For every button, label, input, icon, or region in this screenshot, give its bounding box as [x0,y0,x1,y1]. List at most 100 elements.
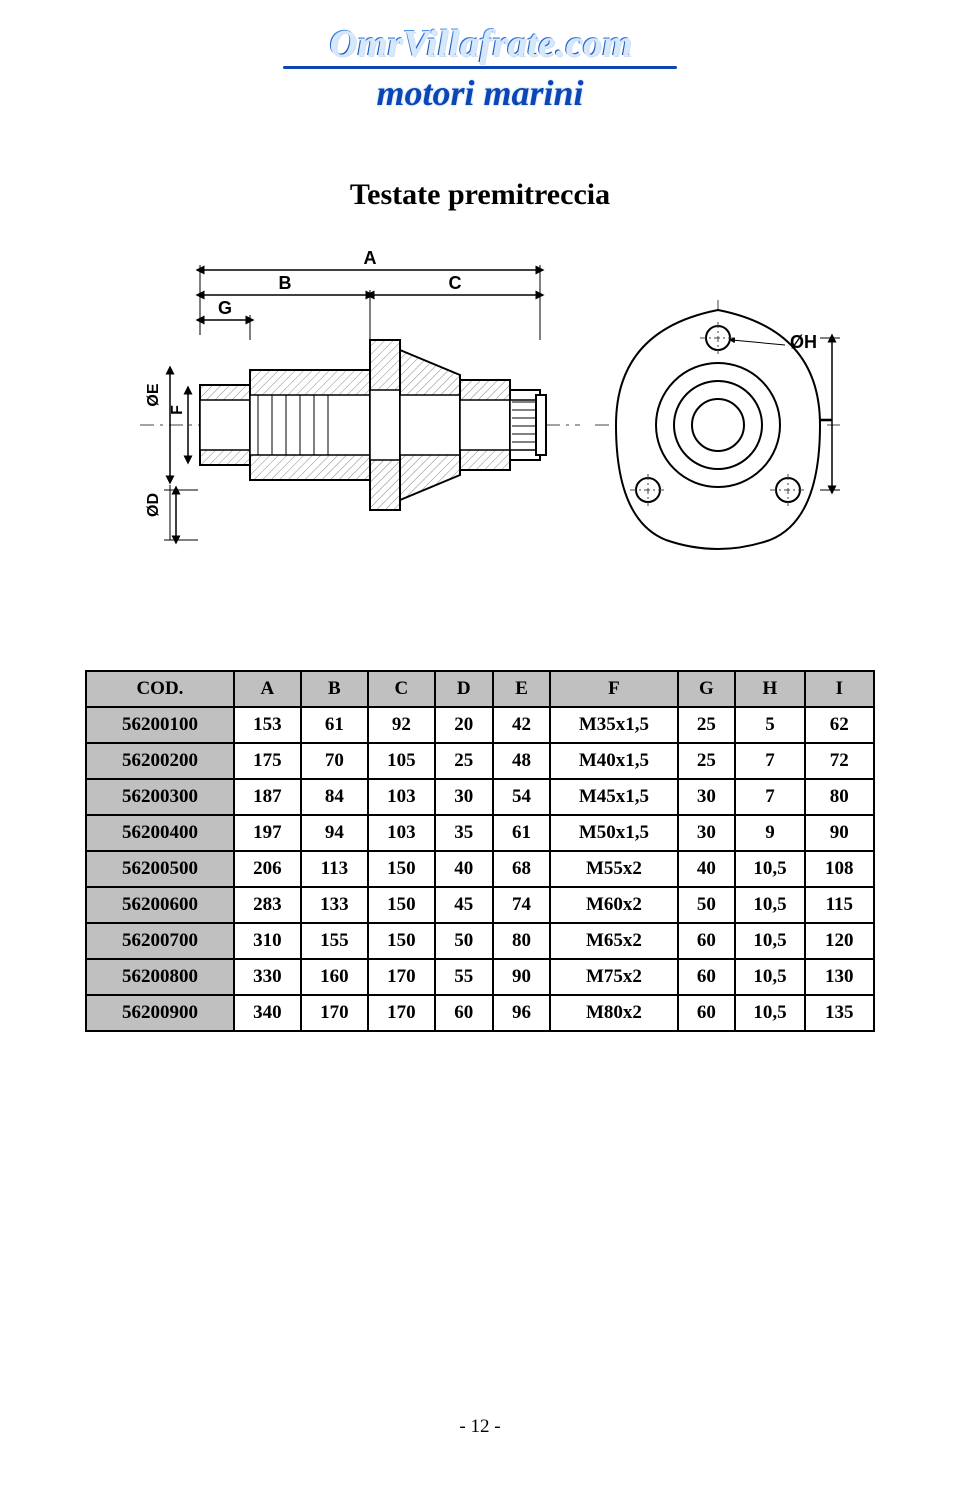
cell-d: 50 [435,923,493,959]
dim-label-I: I [816,417,836,422]
dim-label-C: C [449,273,462,293]
cell-b: 155 [301,923,368,959]
cell-c: 150 [368,923,435,959]
cell-h: 10,5 [735,887,804,923]
table-row: 562006002831331504574M60x25010,5115 [86,887,874,923]
spec-table-wrap: COD. A B C D E F G H I 56200100153619220… [0,670,960,1032]
logo-text-line2: motori marini [265,75,695,111]
cell-g: 25 [678,743,736,779]
table-row: 5620010015361922042M35x1,525562 [86,707,874,743]
col-g: G [678,671,736,707]
col-c: C [368,671,435,707]
cell-cod: 56200600 [86,887,234,923]
cell-a: 175 [234,743,301,779]
dim-label-A: A [364,248,377,268]
cell-b: 113 [301,851,368,887]
cell-c: 105 [368,743,435,779]
cell-h: 7 [735,743,804,779]
col-f: F [550,671,677,707]
col-d: D [435,671,493,707]
cell-f: M45x1,5 [550,779,677,815]
dim-label-OH: ØH [790,332,817,352]
cell-f: M55x2 [550,851,677,887]
col-b: B [301,671,368,707]
cell-cod: 56200700 [86,923,234,959]
page-title: Testate premitreccia [0,178,960,212]
cell-a: 340 [234,995,301,1031]
table-row: 562005002061131504068M55x24010,5108 [86,851,874,887]
cell-g: 40 [678,851,736,887]
cell-cod: 56200500 [86,851,234,887]
logo-divider [283,66,677,69]
cell-g: 60 [678,923,736,959]
cell-g: 30 [678,779,736,815]
cell-g: 60 [678,995,736,1031]
cell-i: 90 [805,815,874,851]
cell-d: 20 [435,707,493,743]
spec-table: COD. A B C D E F G H I 56200100153619220… [85,670,875,1032]
table-row: 56200200175701052548M40x1,525772 [86,743,874,779]
cell-a: 153 [234,707,301,743]
cell-i: 120 [805,923,874,959]
cell-d: 45 [435,887,493,923]
col-h: H [735,671,804,707]
cell-i: 80 [805,779,874,815]
cell-e: 68 [493,851,551,887]
col-e: E [493,671,551,707]
dim-label-F: F [169,405,186,415]
dim-label-OE: ØE [145,383,162,406]
cell-d: 25 [435,743,493,779]
col-i: I [805,671,874,707]
cell-i: 108 [805,851,874,887]
cell-d: 40 [435,851,493,887]
dim-label-B: B [279,273,292,293]
cell-b: 133 [301,887,368,923]
cell-c: 92 [368,707,435,743]
cell-g: 30 [678,815,736,851]
cell-c: 150 [368,887,435,923]
cell-f: M80x2 [550,995,677,1031]
cell-g: 25 [678,707,736,743]
diagram-side-view: A B C G [140,248,580,540]
cell-h: 10,5 [735,995,804,1031]
cell-b: 94 [301,815,368,851]
cell-c: 103 [368,779,435,815]
table-row: 56200300187841033054M45x1,530780 [86,779,874,815]
cell-cod: 56200400 [86,815,234,851]
logo-text-line1: OmrVillafrate.com [265,24,695,62]
cell-d: 60 [435,995,493,1031]
cell-cod: 56200100 [86,707,234,743]
dim-label-OD: ØD [145,493,162,517]
cell-e: 74 [493,887,551,923]
cell-a: 206 [234,851,301,887]
technical-diagram: A B C G [0,240,960,560]
logo: OmrVillafrate.com motori marini [265,24,695,134]
cell-g: 50 [678,887,736,923]
cell-e: 80 [493,923,551,959]
cell-d: 35 [435,815,493,851]
cell-e: 48 [493,743,551,779]
page-number: - 12 - [0,1416,960,1438]
col-a: A [234,671,301,707]
cell-b: 170 [301,995,368,1031]
table-row: 562007003101551505080M65x26010,5120 [86,923,874,959]
table-row: 562009003401701706096M80x26010,5135 [86,995,874,1031]
col-cod: COD. [86,671,234,707]
cell-h: 9 [735,815,804,851]
cell-a: 187 [234,779,301,815]
cell-a: 310 [234,923,301,959]
cell-f: M50x1,5 [550,815,677,851]
cell-f: M35x1,5 [550,707,677,743]
table-header-row: COD. A B C D E F G H I [86,671,874,707]
cell-i: 135 [805,995,874,1031]
cell-i: 115 [805,887,874,923]
cell-cod: 56200900 [86,995,234,1031]
cell-e: 54 [493,779,551,815]
cell-h: 5 [735,707,804,743]
cell-c: 170 [368,959,435,995]
cell-b: 160 [301,959,368,995]
cell-g: 60 [678,959,736,995]
table-row: 562008003301601705590M75x26010,5130 [86,959,874,995]
cell-d: 30 [435,779,493,815]
cell-i: 130 [805,959,874,995]
